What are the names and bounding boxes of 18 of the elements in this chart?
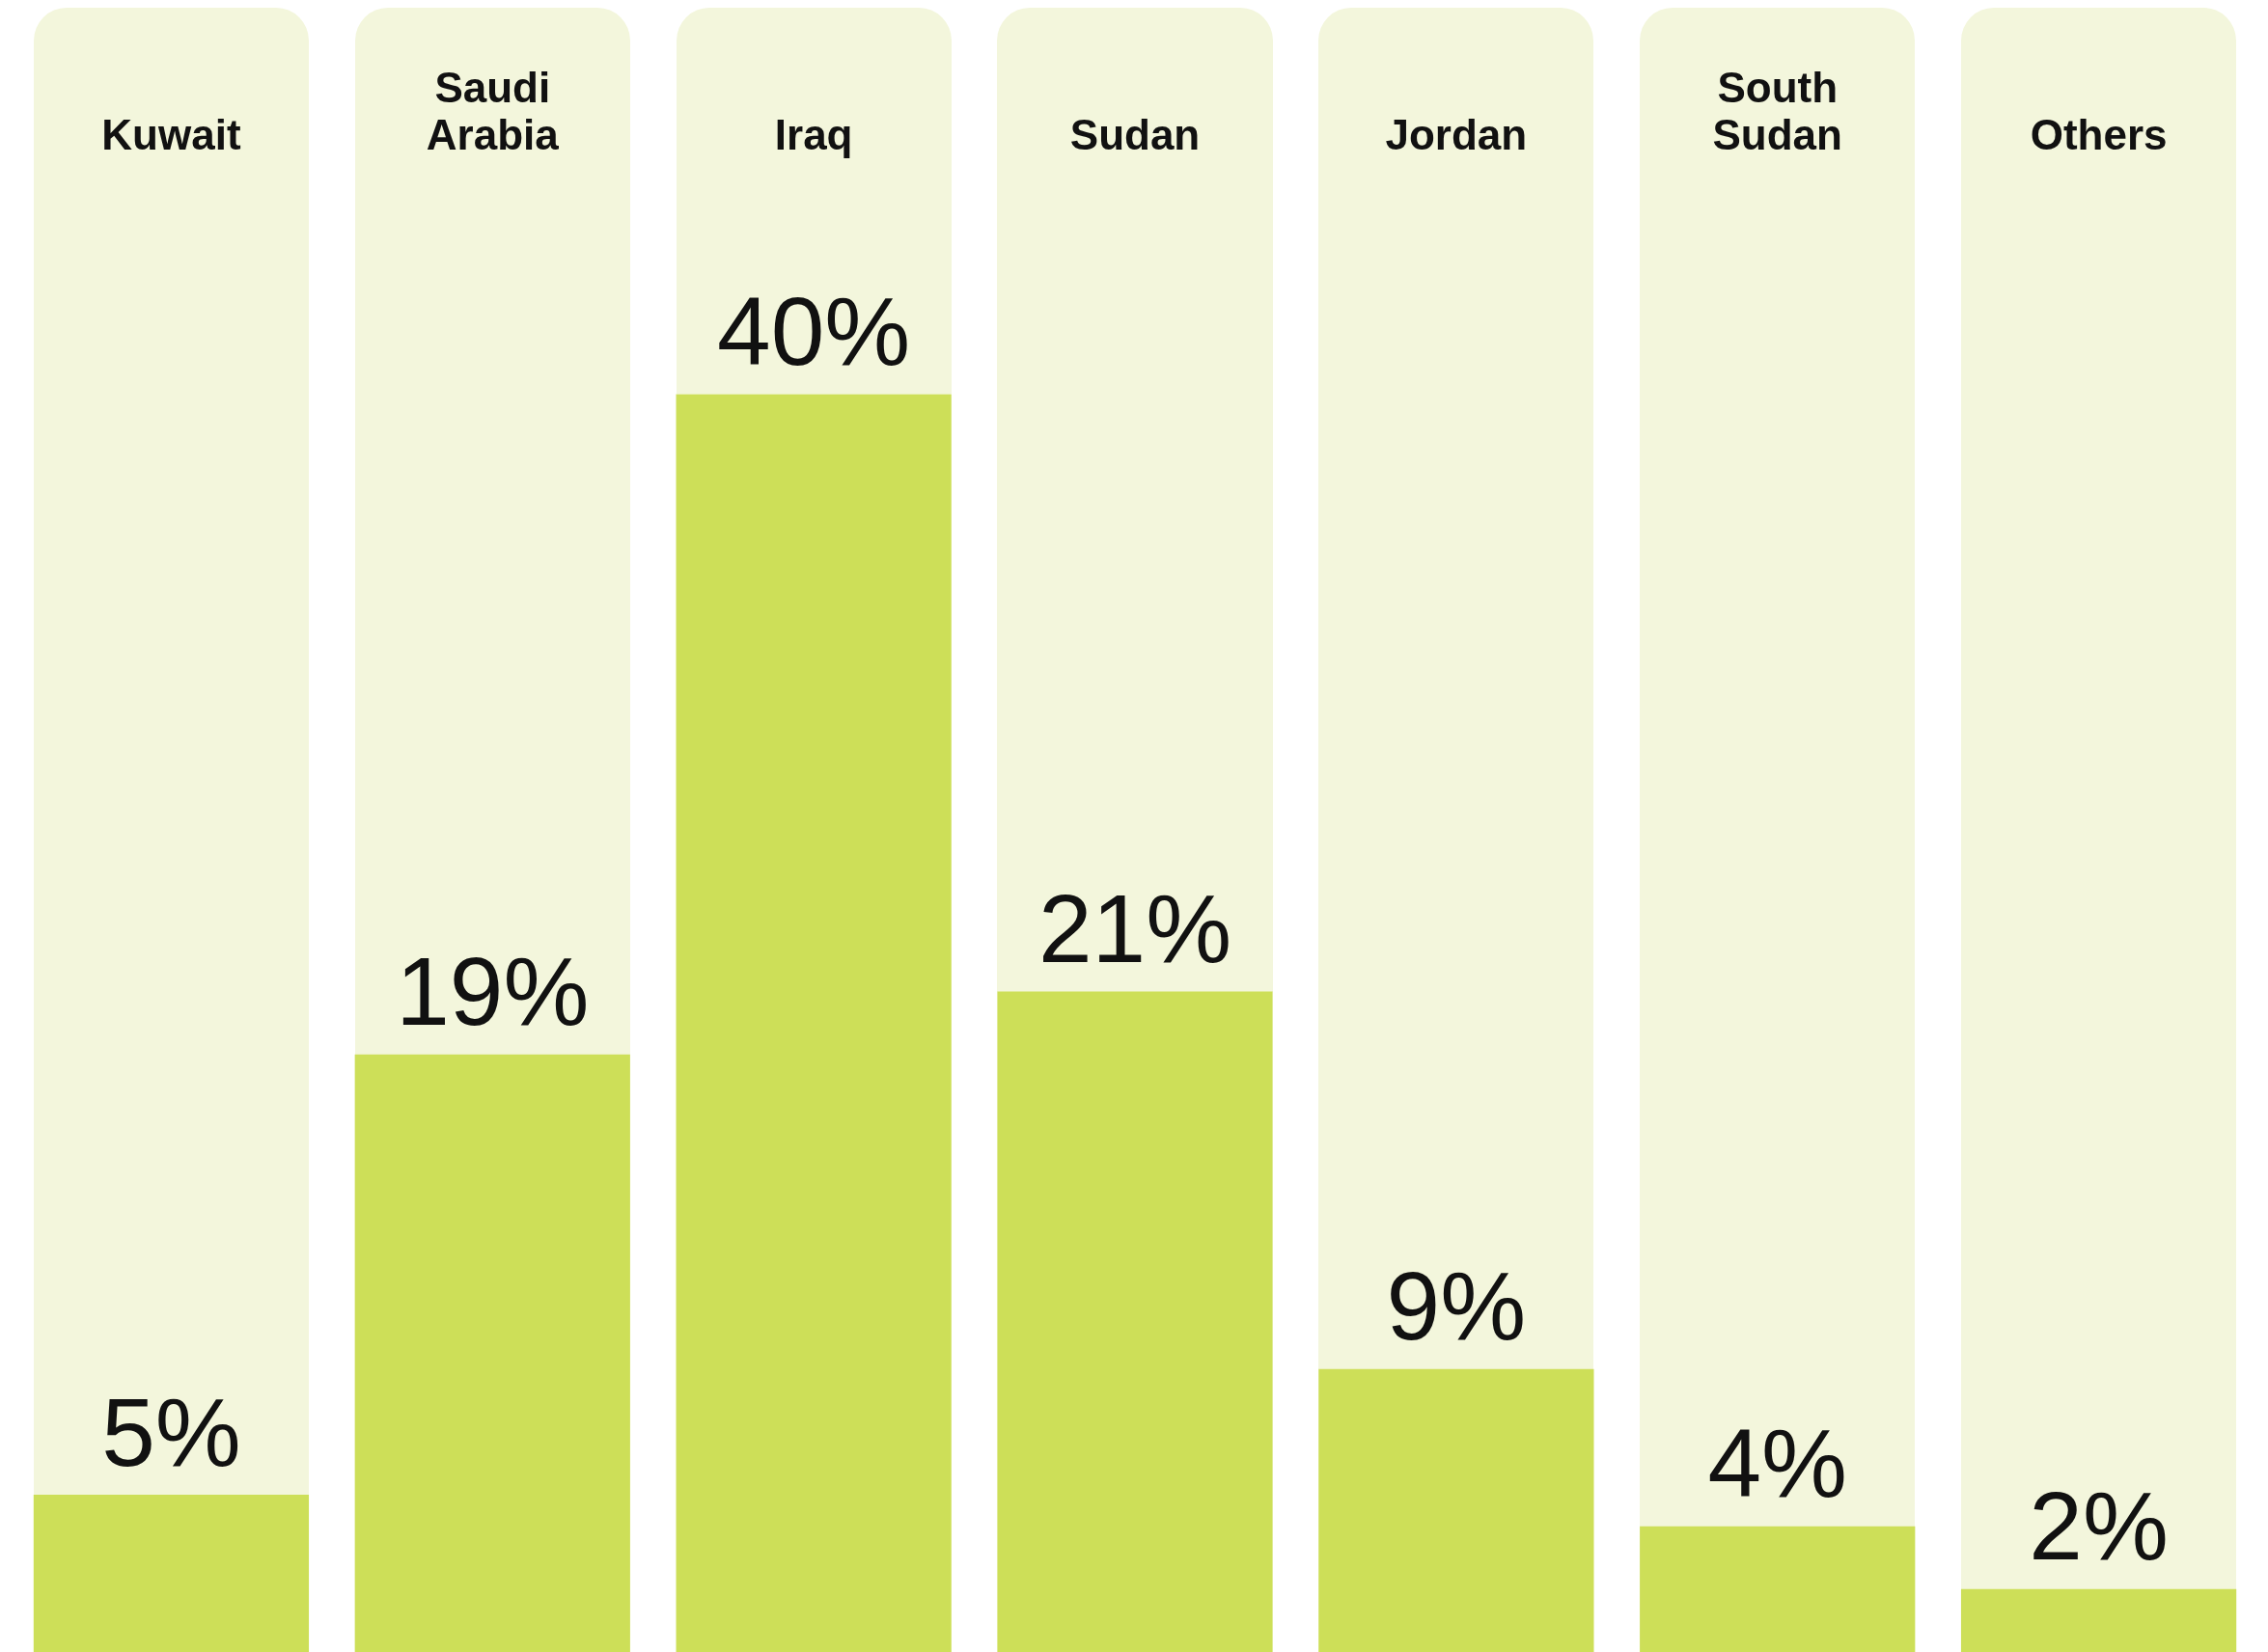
x-tick-label: Jordan bbox=[1385, 110, 1528, 158]
data-label: 4% bbox=[1707, 1409, 1847, 1518]
data-label: 21% bbox=[1037, 874, 1232, 983]
x-tick-label: Saudi Arabia bbox=[426, 64, 560, 158]
x-tick-label: Kuwait bbox=[101, 110, 241, 158]
data-label: 19% bbox=[396, 937, 590, 1046]
bar bbox=[1640, 1526, 1916, 1652]
x-tick-label: Sudan bbox=[1069, 110, 1201, 158]
x-tick-label: Iraq bbox=[774, 110, 853, 158]
bar bbox=[1960, 1588, 2237, 1652]
bar bbox=[33, 1495, 310, 1652]
x-tick-label: Others bbox=[2030, 110, 2168, 158]
data-label: 2% bbox=[2029, 1472, 2169, 1581]
bar bbox=[1318, 1368, 1594, 1652]
data-label: 40% bbox=[717, 276, 911, 385]
data-label: 5% bbox=[101, 1377, 241, 1486]
data-label: 9% bbox=[1386, 1252, 1527, 1361]
x-tick-label: South Sudan bbox=[1712, 64, 1842, 158]
